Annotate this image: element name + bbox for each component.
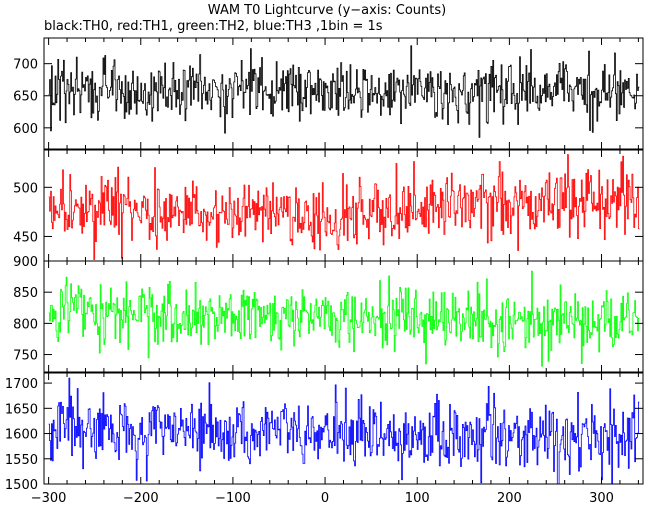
x-tick-label: −200 bbox=[123, 491, 159, 505]
y-tick-label: 1600 bbox=[5, 428, 38, 443]
series-line-th1 bbox=[48, 154, 640, 260]
y-tick-label: 1650 bbox=[5, 402, 38, 417]
y-tick-label: 700 bbox=[13, 58, 38, 73]
x-tick-label: 300 bbox=[589, 491, 614, 505]
series-line-th2 bbox=[48, 270, 640, 367]
y-tick-label: 600 bbox=[13, 122, 38, 137]
x-tick-label: 0 bbox=[321, 491, 329, 505]
y-tick-label: 450 bbox=[13, 230, 38, 245]
y-tick-label: 900 bbox=[13, 255, 38, 270]
y-tick-label: 800 bbox=[13, 317, 38, 332]
y-tick-label: 650 bbox=[13, 90, 38, 105]
y-tick-label: 1550 bbox=[5, 453, 38, 468]
x-tick-label: −100 bbox=[215, 491, 251, 505]
y-tick-label: 750 bbox=[13, 349, 38, 364]
x-tick-label: 200 bbox=[497, 491, 522, 505]
y-tick-label: 500 bbox=[13, 181, 38, 196]
y-tick-label: 850 bbox=[13, 286, 38, 301]
panel-frame-th3 bbox=[43, 372, 644, 485]
x-tick-label: −300 bbox=[31, 491, 67, 505]
y-tick-label: 1700 bbox=[5, 377, 38, 392]
series-line-th3 bbox=[48, 377, 640, 484]
chart-title: WAM T0 Lightcurve (y−axis: Counts) bbox=[208, 3, 446, 18]
series-line-th0 bbox=[48, 45, 640, 138]
chart-subtitle: black:TH0, red:TH1, green:TH2, blue:TH3 … bbox=[44, 19, 383, 34]
x-tick-label: 100 bbox=[405, 491, 430, 505]
y-tick-label: 1500 bbox=[5, 478, 38, 493]
